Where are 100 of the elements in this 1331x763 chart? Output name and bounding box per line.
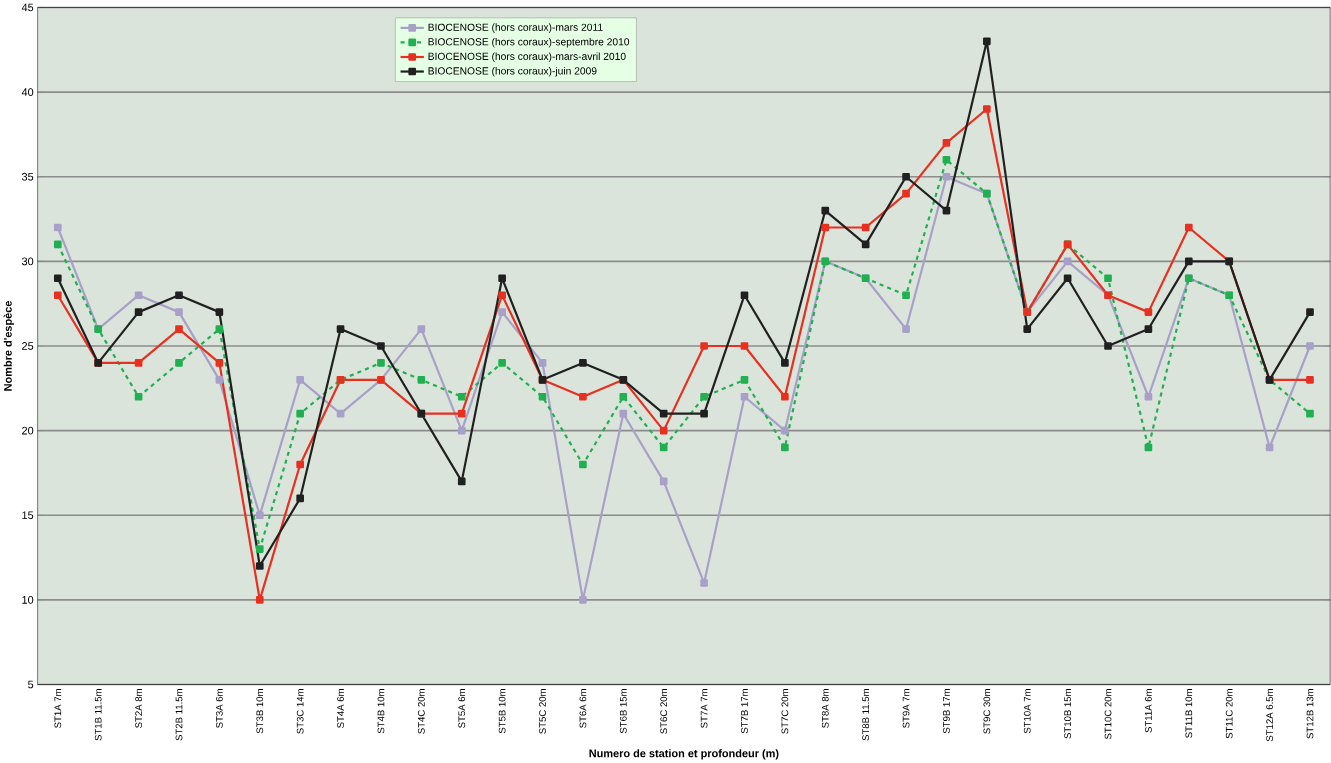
point (53, 223, 62, 232)
x-tick-label: ST3B 10m (256, 689, 264, 734)
point (1184, 257, 1193, 266)
point (781, 359, 789, 367)
x-tick-label: ST4C 20m (417, 689, 425, 734)
point (902, 189, 910, 198)
point (942, 155, 951, 164)
x-tick-label: ST9A 7m (902, 689, 910, 728)
legend-label: BIOCENOSE (hors coraux)-juin 2009 (428, 66, 597, 77)
point (902, 172, 910, 181)
x-tick-label: ST1A 7m (54, 689, 62, 728)
point (296, 494, 304, 503)
point (498, 291, 506, 300)
point (134, 291, 143, 300)
x-tick-label: ST5A 6m (458, 689, 466, 728)
x-tick-label: ST12A 6.5m (1266, 689, 1273, 742)
point (53, 274, 62, 283)
x-tick-label: ST11C 20m (1225, 689, 1233, 739)
point (296, 460, 304, 469)
x-tick-label: ST6B 15m (619, 689, 627, 734)
point (134, 359, 143, 367)
point (700, 579, 708, 587)
point (700, 392, 708, 401)
point (983, 37, 991, 46)
point (53, 291, 62, 300)
y-axis-title: Nombre d'espèce (3, 300, 14, 391)
point (296, 409, 304, 418)
x-tick-label: ST7B 17m (741, 689, 748, 734)
x-tick-label: ST8B 11.5m (862, 689, 870, 741)
point (1104, 274, 1112, 283)
point (255, 596, 264, 604)
point (377, 342, 385, 350)
point (781, 392, 789, 401)
point (215, 375, 224, 384)
point (296, 375, 304, 384)
point (457, 409, 466, 418)
point (740, 392, 749, 401)
x-tick-label: ST3C 14m (296, 689, 304, 734)
y-tick-label: 5 (28, 680, 34, 689)
point (175, 291, 183, 300)
x-tick-label: ST9B 17m (943, 689, 950, 734)
point (175, 359, 183, 367)
point (659, 477, 668, 486)
point (1104, 342, 1112, 350)
point (53, 240, 62, 249)
point (740, 342, 749, 350)
x-tick-label: ST9C 30m (983, 689, 991, 734)
point (538, 359, 547, 367)
point (498, 274, 506, 283)
point (336, 409, 345, 418)
point (457, 426, 466, 435)
point (619, 392, 628, 401)
point (1306, 342, 1314, 350)
x-tick-label: ST1B 11.5m (94, 689, 102, 741)
x-tick-label: ST12B 13m (1306, 689, 1314, 739)
point (175, 325, 183, 333)
point (579, 596, 587, 604)
point (781, 443, 789, 452)
x-tick-label: ST4A 6m (337, 689, 344, 728)
point (1306, 375, 1314, 384)
point (1023, 325, 1032, 333)
legend-label: BIOCENOSE (hors coraux)-mars-avril 2010 (428, 52, 626, 62)
x-tick-label: ST2B 11.5m (175, 689, 183, 741)
point (1144, 308, 1153, 316)
x-axis-title: Numero de station et profondeur (m) (589, 749, 779, 760)
point (255, 511, 264, 520)
y-tick-label: 45 (21, 3, 34, 12)
point (1144, 392, 1153, 401)
point (942, 139, 951, 147)
point (659, 443, 668, 452)
x-tick-label: ST7A 7m (700, 689, 708, 728)
x-tick-label: ST5B 10m (498, 689, 506, 734)
x-tick-label: ST6A 6m (579, 689, 587, 728)
point (983, 105, 991, 113)
y-tick-label: 20 (22, 426, 34, 435)
point (417, 325, 426, 333)
point (215, 308, 224, 316)
point (781, 426, 789, 435)
point (175, 308, 183, 316)
y-tick-label: 10 (22, 595, 34, 604)
point (942, 206, 951, 215)
point (942, 172, 951, 181)
point (1306, 409, 1314, 418)
y-tick-label: 15 (22, 511, 34, 520)
y-tick-label: 25 (22, 342, 34, 350)
x-tick-label: ST5C 20m (539, 689, 546, 734)
point (1184, 223, 1193, 232)
point (538, 392, 547, 401)
y-tick-label: 40 (21, 88, 34, 96)
point (1063, 274, 1072, 283)
point (1063, 257, 1072, 266)
point (498, 359, 506, 367)
y-tick-label: 30 (21, 257, 34, 266)
point (861, 223, 870, 232)
point (1306, 308, 1314, 316)
x-tick-label: ST11B 10m (1185, 689, 1193, 738)
point (134, 308, 143, 316)
point (457, 477, 466, 486)
point (1265, 443, 1274, 452)
point (498, 308, 506, 316)
